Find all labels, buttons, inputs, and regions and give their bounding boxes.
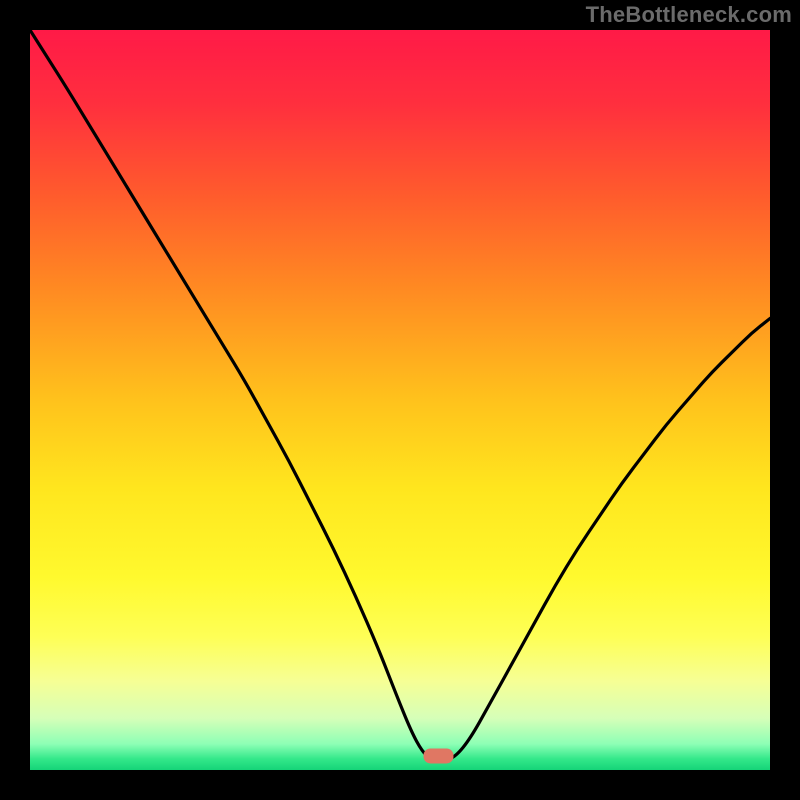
- chart-frame: TheBottleneck.com: [0, 0, 800, 800]
- bottleneck-chart: [30, 30, 770, 770]
- chart-area: [30, 30, 770, 770]
- minimum-marker: [423, 748, 453, 763]
- attribution-text: TheBottleneck.com: [586, 2, 792, 28]
- gradient-background: [30, 30, 770, 770]
